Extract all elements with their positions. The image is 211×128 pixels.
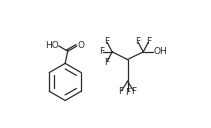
Text: F: F xyxy=(146,37,151,46)
Text: F: F xyxy=(104,58,109,67)
Text: O: O xyxy=(78,41,85,50)
Text: HO: HO xyxy=(45,41,58,50)
Text: F: F xyxy=(118,87,123,96)
Text: F: F xyxy=(132,87,137,96)
Text: OH: OH xyxy=(154,47,167,56)
Text: F: F xyxy=(104,37,109,46)
Text: F: F xyxy=(99,47,104,56)
Text: F: F xyxy=(135,37,140,46)
Text: F: F xyxy=(125,88,130,97)
